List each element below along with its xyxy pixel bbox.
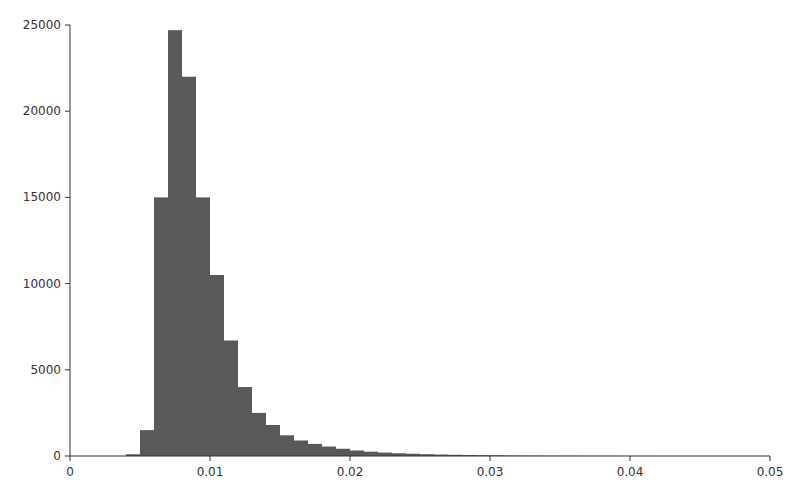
x-axis-line [70,456,770,457]
bar [322,447,336,456]
y-tick [65,197,70,198]
y-axis-line [70,25,71,456]
bar [350,450,364,456]
y-tick-label: 25000 [23,18,61,32]
y-tick [65,456,70,457]
x-tick-label: 0 [66,465,74,479]
bar [378,453,392,456]
axes: 0 0.01 0.02 0.03 0.04 0.05 0 5000 10000 15000 2000… [23,18,784,479]
bar [280,435,294,456]
x-tick-label: 0.01 [197,465,224,479]
x-tick [210,456,211,461]
bars [126,30,700,456]
chart: 0 0.01 0.02 0.03 0.04 0.05 0 5000 10000 15000 2000… [0,0,800,501]
y-tick [65,369,70,370]
x-tick-label: 0.04 [617,465,644,479]
y-tick [65,25,70,26]
y-tick-label: 15000 [23,190,61,204]
x-tick-label: 0.02 [337,465,364,479]
y-tick [65,111,70,112]
x-tick-label: 0.05 [757,465,784,479]
bar [252,413,266,456]
y-tick-label: 10000 [23,277,61,291]
x-tick [70,456,71,461]
bar [224,340,238,456]
bar [210,275,224,456]
x-tick [350,456,351,461]
y-tick [65,283,70,284]
x-tick [770,456,771,461]
chart-container: 0 0.01 0.02 0.03 0.04 0.05 0 5000 10000 15000 2000… [0,0,800,501]
x-tick-label: 0.03 [477,465,504,479]
bar [336,449,350,456]
bar [308,444,322,456]
y-tick-label: 0 [53,449,61,463]
bar [154,197,168,456]
y-tick-label: 20000 [23,104,61,118]
x-tick [630,456,631,461]
bar [140,430,154,456]
x-tick [490,456,491,461]
bar [196,197,210,456]
bar [238,387,252,456]
bar [294,440,308,456]
bar [364,452,378,456]
y-tick-label: 5000 [30,363,61,377]
bar [168,30,182,456]
bar [182,77,196,456]
bar [266,425,280,456]
